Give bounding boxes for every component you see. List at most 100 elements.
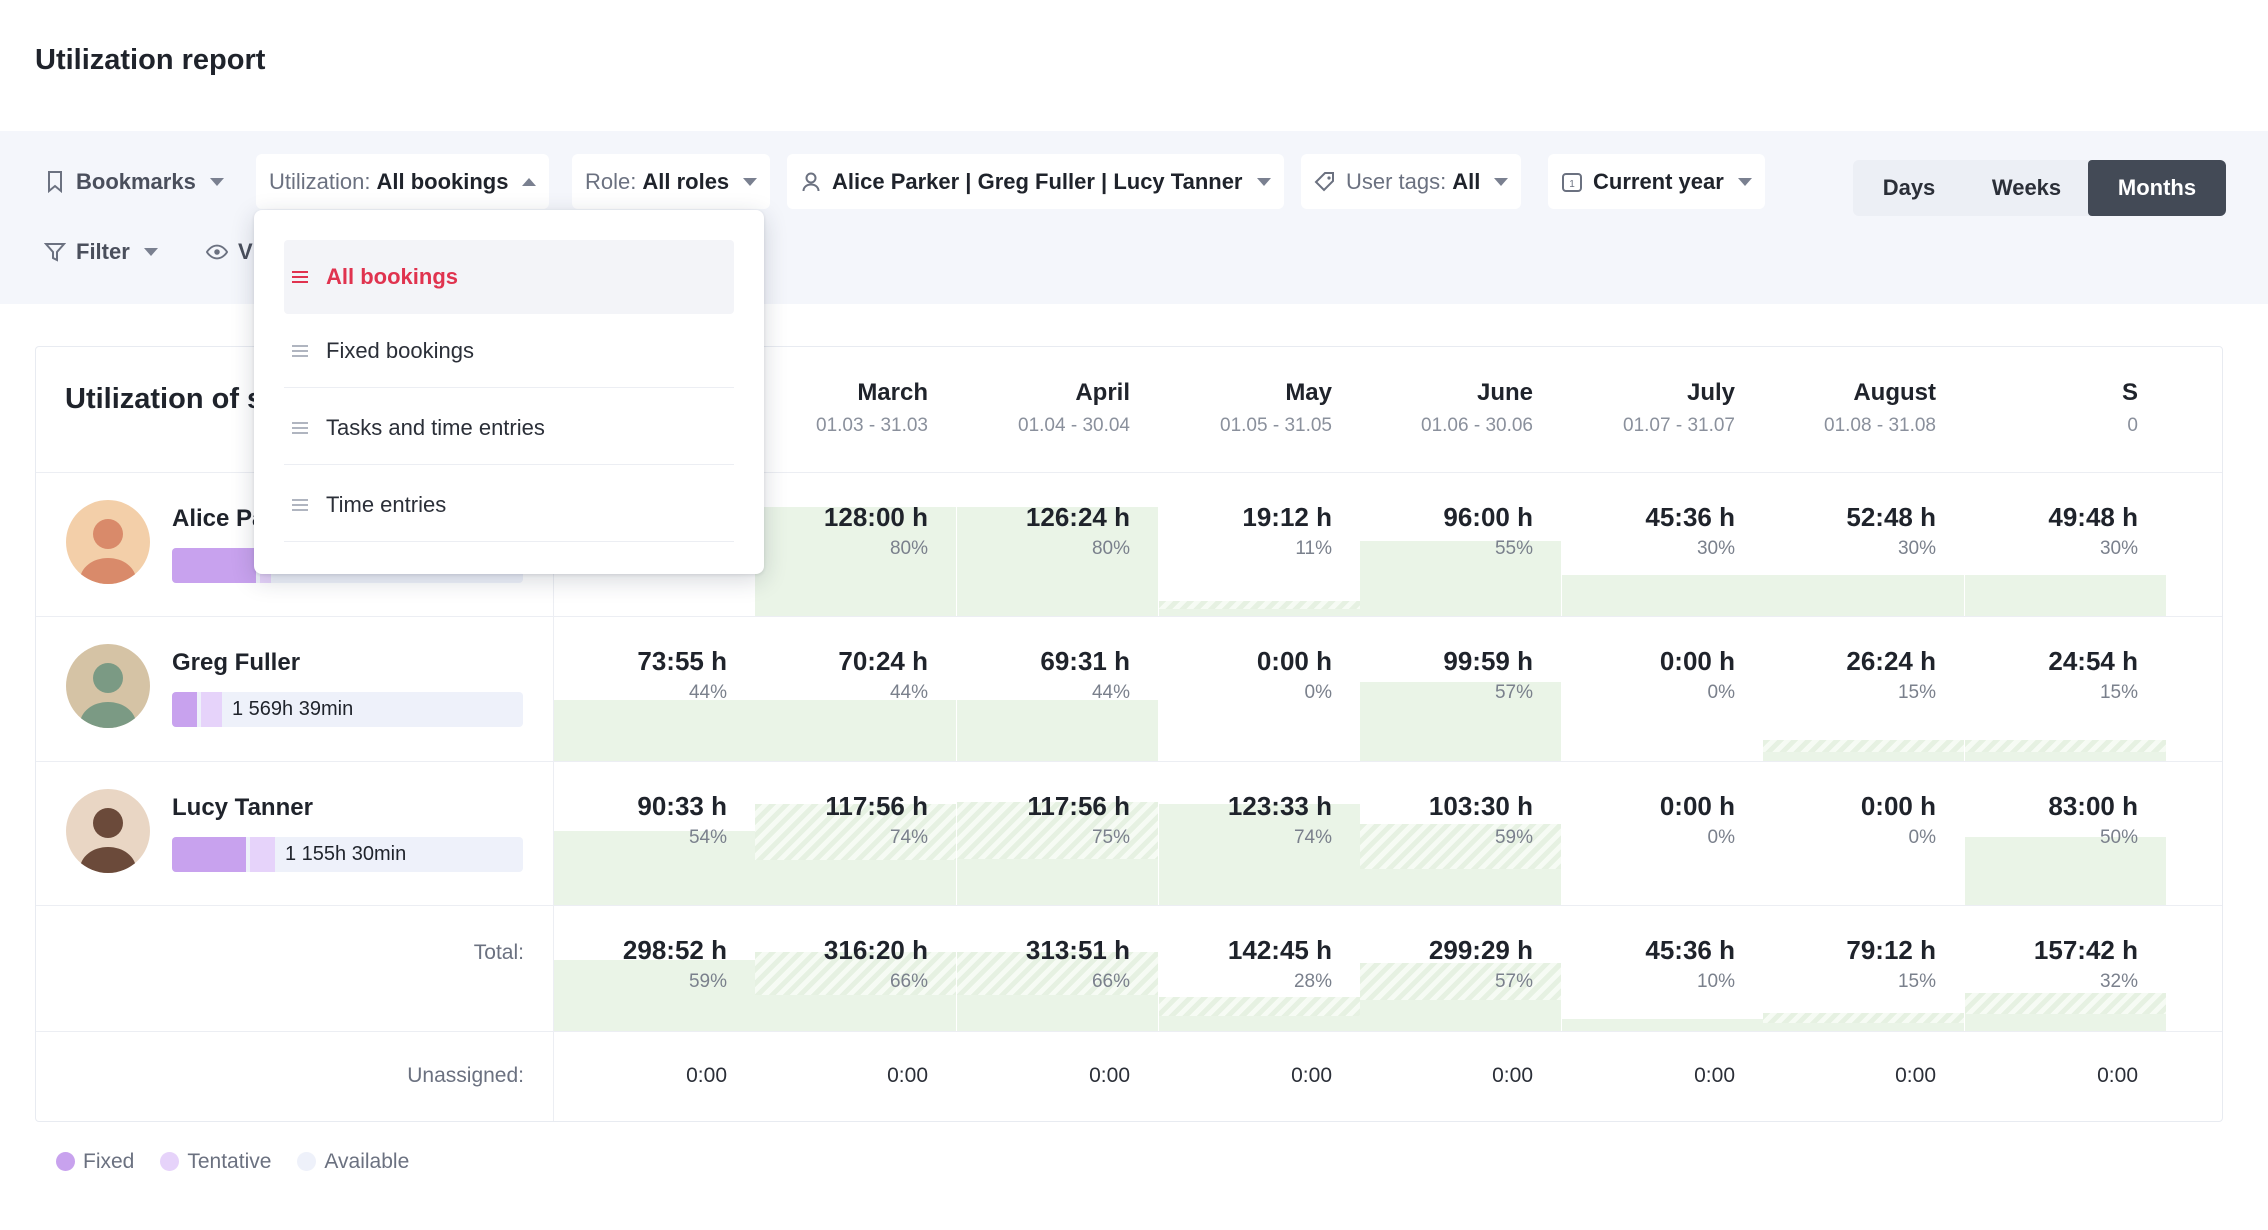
view-days-button[interactable]: Days xyxy=(1882,175,1936,200)
utilization-cell[interactable]: 0:00 h 0% xyxy=(1562,761,1763,905)
people-select[interactable]: Alice Parker | Greg Fuller | Lucy Tanner xyxy=(787,154,1284,209)
row-divider xyxy=(36,761,2222,762)
utilization-cell[interactable]: 24:54 h 15% xyxy=(1965,616,2166,761)
chevron-down-icon xyxy=(1494,177,1509,186)
percent-value: 50% xyxy=(2099,827,2138,848)
utilization-cell[interactable]: 52:48 h 30% xyxy=(1763,472,1964,616)
user-tags-select[interactable]: User tags: All xyxy=(1301,154,1522,209)
hours-value: 157:42 h xyxy=(2033,935,2138,965)
utilization-cell[interactable]: 99:59 h 57% xyxy=(1360,616,1561,761)
unassigned-value: 0:00 xyxy=(1492,1064,1533,1087)
utilization-cell[interactable]: 123:33 h 74% xyxy=(1159,761,1360,905)
unassigned-value: 0:00 xyxy=(2097,1064,2138,1087)
utilization-fill xyxy=(957,700,1158,761)
utilization-cell[interactable]: 126:24 h 80% xyxy=(957,472,1158,616)
utilization-cell[interactable]: 117:56 h 75% xyxy=(957,761,1158,905)
month-name: April xyxy=(1075,379,1130,406)
bookmarks-dropdown[interactable]: Bookmarks xyxy=(44,154,224,209)
period-select[interactable]: 1 Current year xyxy=(1548,154,1765,209)
percent-value: 44% xyxy=(1091,682,1130,703)
utilization-cell[interactable]: 73:55 h 44% xyxy=(554,616,755,761)
utilization-cell[interactable]: 128:00 h 80% xyxy=(755,472,956,616)
utilization-select[interactable]: Utilization: All bookings xyxy=(256,154,550,209)
hours-value: 19:12 h xyxy=(1242,502,1332,532)
utilization-cell[interactable]: 45:36 h 30% xyxy=(1562,472,1763,616)
month-header: June 01.06 - 30.06 xyxy=(1333,379,1533,437)
month-name: August xyxy=(1853,379,1936,406)
total-cell[interactable]: 299:29 h 57% xyxy=(1360,905,1561,1031)
total-cell[interactable]: 316:20 h 66% xyxy=(755,905,956,1031)
unassigned-value: 0:00 xyxy=(1694,1064,1735,1087)
month-name: July xyxy=(1686,379,1735,406)
utilization-cell[interactable]: 83:00 h 50% xyxy=(1965,761,2166,905)
total-cell[interactable]: 313:51 h 66% xyxy=(957,905,1158,1031)
tentative-segment xyxy=(201,692,222,727)
hours-value: 90:33 h xyxy=(637,791,727,821)
chevron-up-icon xyxy=(522,177,537,186)
utilization-fill xyxy=(1965,837,2166,905)
month-range: 01.07 - 31.07 xyxy=(1623,415,1735,436)
utilization-cell[interactable]: 117:56 h 74% xyxy=(755,761,956,905)
role-select[interactable]: Role: All roles xyxy=(572,154,771,209)
chevron-down-icon xyxy=(143,247,158,256)
list-icon xyxy=(292,498,308,511)
utilization-cell[interactable]: 0:00 h 0% xyxy=(1562,616,1763,761)
percent-value: 59% xyxy=(688,971,727,992)
utilization-cell[interactable]: 0:00 h 0% xyxy=(1159,616,1360,761)
utilization-dropdown-menu: All bookings Fixed bookings Tasks and ti… xyxy=(254,210,764,574)
month-name: March xyxy=(857,379,928,406)
filter-dropdown[interactable]: Filter xyxy=(44,224,158,279)
utilization-fill xyxy=(554,831,755,905)
menu-item-tasks-and-time-entries[interactable]: Tasks and time entries xyxy=(284,391,734,465)
total-cell[interactable]: 157:42 h 32% xyxy=(1965,905,2166,1031)
utilization-fill xyxy=(755,700,956,761)
percent-value: 30% xyxy=(2099,538,2138,559)
percent-value: 66% xyxy=(1091,971,1130,992)
month-header: April 01.04 - 30.04 xyxy=(930,379,1130,437)
menu-item-all-bookings[interactable]: All bookings xyxy=(284,240,734,314)
person-name[interactable]: Alice Pa xyxy=(172,505,266,532)
view-options-dropdown[interactable]: V xyxy=(206,224,253,279)
page-title: Utilization report xyxy=(35,44,266,76)
percent-value: 80% xyxy=(889,538,928,559)
utilization-cell[interactable]: 49:48 h 30% xyxy=(1965,472,2166,616)
tentative-segment xyxy=(250,837,275,872)
hours-value: 79:12 h xyxy=(1846,935,1936,965)
hours-value: 126:24 h xyxy=(1025,502,1130,532)
fixed-segment xyxy=(172,548,256,583)
month-header: March 01.03 - 31.03 xyxy=(728,379,928,437)
menu-item-fixed-bookings[interactable]: Fixed bookings xyxy=(284,314,734,388)
person-name[interactable]: Greg Fuller xyxy=(172,649,301,676)
menu-item-time-entries[interactable]: Time entries xyxy=(284,468,734,542)
eye-icon xyxy=(206,241,228,263)
utilization-cell[interactable]: 19:12 h 11% xyxy=(1159,472,1360,616)
utilization-cell[interactable]: 69:31 h 44% xyxy=(957,616,1158,761)
person-name[interactable]: Lucy Tanner xyxy=(172,794,313,821)
view-months-button[interactable]: Months xyxy=(2088,160,2226,216)
hours-value: 45:36 h xyxy=(1645,935,1735,965)
total-cell[interactable]: 298:52 h 59% xyxy=(554,905,755,1031)
hours-value: 49:48 h xyxy=(2048,502,2138,532)
unassigned-value: 0:00 xyxy=(1895,1064,1936,1087)
bookmark-icon xyxy=(44,170,66,193)
percent-value: 44% xyxy=(889,682,928,703)
chevron-down-icon xyxy=(1256,177,1271,186)
total-cell[interactable]: 45:36 h 10% xyxy=(1562,905,1763,1031)
utilization-fill xyxy=(1562,575,1763,616)
percent-value: 10% xyxy=(1696,971,1735,992)
person-total-hours: 1 569h 39min xyxy=(232,698,354,720)
utilization-cell[interactable]: 26:24 h 15% xyxy=(1763,616,1964,761)
percent-value: 15% xyxy=(1897,971,1936,992)
utilization-cell[interactable]: 90:33 h 54% xyxy=(554,761,755,905)
month-range: 01.05 - 31.05 xyxy=(1220,415,1332,436)
view-weeks-button[interactable]: Weeks xyxy=(1991,175,2062,200)
month-name: May xyxy=(1285,379,1332,406)
utilization-cell[interactable]: 70:24 h 44% xyxy=(755,616,956,761)
total-cell[interactable]: 79:12 h 15% xyxy=(1763,905,1964,1031)
utilization-cell[interactable]: 0:00 h 0% xyxy=(1763,761,1964,905)
total-cell[interactable]: 142:45 h 28% xyxy=(1159,905,1360,1031)
percent-value: 30% xyxy=(1897,538,1936,559)
utilization-cell[interactable]: 96:00 h 55% xyxy=(1360,472,1561,616)
table-title: Utilization of s xyxy=(65,383,264,415)
utilization-cell[interactable]: 103:30 h 59% xyxy=(1360,761,1561,905)
